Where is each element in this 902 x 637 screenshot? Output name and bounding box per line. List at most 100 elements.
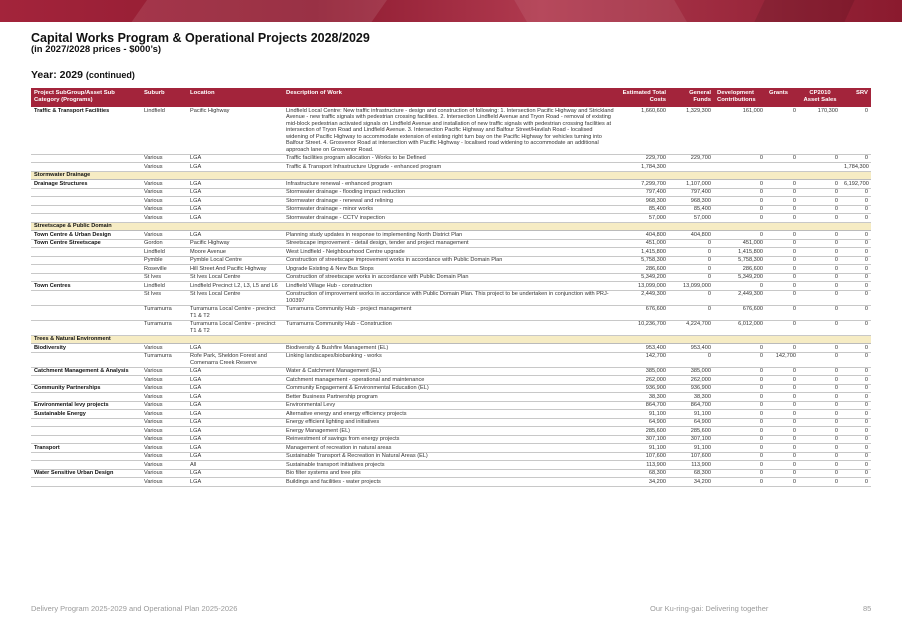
program-cell: Water Sensitive Urban Design <box>31 469 141 478</box>
program-cell <box>31 426 141 436</box>
development-contributions-cell: 6,012,000 <box>714 320 766 336</box>
location-cell: LGA <box>187 477 283 487</box>
general-funds-cell: 4,224,700 <box>669 320 714 336</box>
estimated-cost-cell: 34,200 <box>619 477 669 487</box>
asset-sales-cell <box>799 162 841 172</box>
development-contributions-cell: 0 <box>714 452 766 461</box>
estimated-cost-cell: 13,099,000 <box>619 281 669 291</box>
srv-cell: 0 <box>841 418 871 427</box>
capital-works-table: Project SubGroup/Asset Sub Category (Pro… <box>31 88 871 487</box>
table-row: Catchment Management & Analysis Various LG… <box>31 367 871 376</box>
location-cell: LGA <box>187 452 283 461</box>
location-cell: Rofe Park, Sheldon Forest and Comenarra … <box>187 352 283 368</box>
location-cell: LGA <box>187 392 283 402</box>
grants-cell: 0 <box>766 264 799 274</box>
category-filler-cell <box>141 171 187 180</box>
category-filler-cell <box>619 335 669 344</box>
grants-cell: 0 <box>766 343 799 353</box>
suburb-cell: Turramurra <box>141 305 187 321</box>
development-contributions-cell: 161,000 <box>714 107 766 155</box>
location-cell: LGA <box>187 375 283 385</box>
asset-sales-cell: 0 <box>799 247 841 257</box>
location-cell: LGA <box>187 384 283 393</box>
location-cell: Turramurra Local Centre - precinct T1 & … <box>187 305 283 321</box>
estimated-cost-cell: 1,660,600 <box>619 107 669 155</box>
general-funds-cell: 107,600 <box>669 452 714 461</box>
general-funds-cell: 229,700 <box>669 154 714 163</box>
col-header: CP2010 Asset Sales <box>799 88 841 107</box>
development-contributions-cell: 0 <box>714 205 766 214</box>
suburb-cell: Various <box>141 213 187 223</box>
estimated-cost-cell: 10,236,700 <box>619 320 669 336</box>
category-row: Streetscape & Public Domain <box>31 222 871 231</box>
suburb-cell: Various <box>141 205 187 214</box>
header-banner <box>0 0 902 22</box>
table-row: Various LGA Traffic facilities program all… <box>31 154 871 163</box>
general-funds-cell: 0 <box>669 352 714 368</box>
col-header: Location <box>187 88 283 107</box>
development-contributions-cell: 0 <box>714 154 766 163</box>
category-filler-cell <box>619 222 669 231</box>
grants-cell: 0 <box>766 230 799 240</box>
asset-sales-cell: 0 <box>799 409 841 419</box>
description-cell: Traffic facilities program allocation - … <box>283 154 619 163</box>
suburb-cell: Various <box>141 392 187 402</box>
general-funds-cell: 0 <box>669 264 714 274</box>
description-cell: Management of recreation in natural area… <box>283 443 619 453</box>
development-contributions-cell: 0 <box>714 367 766 376</box>
suburb-cell: Various <box>141 426 187 436</box>
estimated-cost-cell: 864,700 <box>619 401 669 410</box>
description-cell: Traffic & Transport Infrastructure Upgra… <box>283 162 619 172</box>
development-contributions-cell: 0 <box>714 477 766 487</box>
category-filler-cell <box>619 171 669 180</box>
estimated-cost-cell: 68,300 <box>619 469 669 478</box>
general-funds-cell: 0 <box>669 239 714 248</box>
location-cell: LGA <box>187 367 283 376</box>
srv-cell: 0 <box>841 154 871 163</box>
suburb-cell: Various <box>141 401 187 410</box>
col-header: General Funds <box>669 88 714 107</box>
development-contributions-cell: 0 <box>714 188 766 197</box>
suburb-cell: Various <box>141 162 187 172</box>
category-filler-cell <box>669 335 714 344</box>
description-cell: Sustainable Transport & Recreation in Na… <box>283 452 619 461</box>
table-row: Drainage Structures Various LGA Infrastruct… <box>31 179 871 189</box>
grants-cell: 0 <box>766 443 799 453</box>
suburb-cell: Various <box>141 435 187 444</box>
grants-cell: 0 <box>766 320 799 336</box>
category-filler-cell <box>141 222 187 231</box>
asset-sales-cell: 0 <box>799 401 841 410</box>
grants-cell: 0 <box>766 418 799 427</box>
srv-cell: 0 <box>841 205 871 214</box>
description-cell: Water & Catchment Management (EL) <box>283 367 619 376</box>
suburb-cell: St Ives <box>141 290 187 306</box>
srv-cell: 0 <box>841 239 871 248</box>
general-funds-cell: 307,100 <box>669 435 714 444</box>
development-contributions-cell: 0 <box>714 281 766 291</box>
grants-cell: 0 <box>766 477 799 487</box>
srv-cell: 0 <box>841 352 871 368</box>
location-cell: St Ives Local Centre <box>187 273 283 282</box>
asset-sales-cell: 0 <box>799 352 841 368</box>
table-row: Various LGA Traffic & Transport Infrastruc… <box>31 162 871 172</box>
asset-sales-cell: 0 <box>799 452 841 461</box>
grants-cell: 0 <box>766 273 799 282</box>
general-funds-cell: 13,099,000 <box>669 281 714 291</box>
description-cell: Buildings and facilities - water project… <box>283 477 619 487</box>
category-row: Trees & Natural Environment <box>31 335 871 344</box>
srv-cell: 0 <box>841 247 871 257</box>
estimated-cost-cell: 1,415,800 <box>619 247 669 257</box>
category-label: Stormwater Drainage <box>31 171 141 180</box>
srv-cell: 0 <box>841 281 871 291</box>
table-row: St Ives St Ives Local Centre Construction … <box>31 273 871 282</box>
description-cell: Planning study updates in response to im… <box>283 230 619 240</box>
estimated-cost-cell: 64,900 <box>619 418 669 427</box>
location-cell: LGA <box>187 418 283 427</box>
development-contributions-cell: 0 <box>714 469 766 478</box>
program-cell <box>31 452 141 461</box>
general-funds-cell <box>669 162 714 172</box>
program-cell <box>31 205 141 214</box>
grants-cell: 0 <box>766 409 799 419</box>
table-row: Sustainable Energy Various LGA Alternative … <box>31 409 871 419</box>
location-cell: LGA <box>187 469 283 478</box>
